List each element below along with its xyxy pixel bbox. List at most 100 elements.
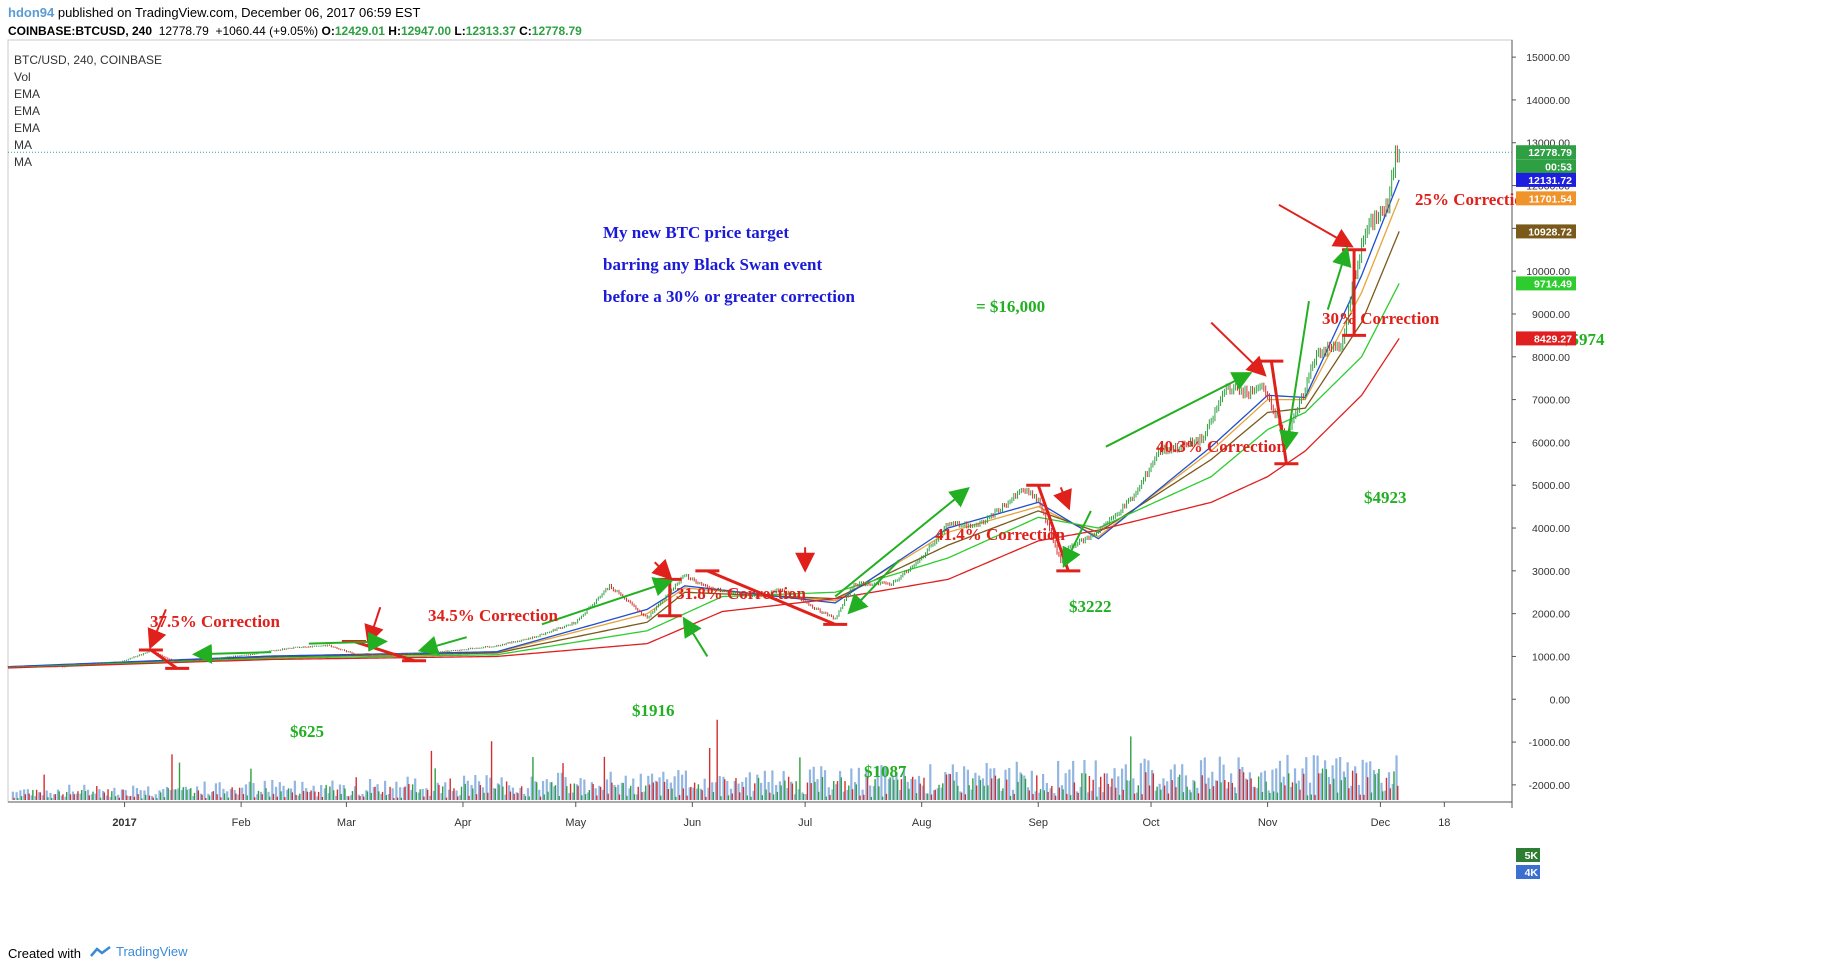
volume-spike [1231, 782, 1233, 800]
volume-spike [923, 777, 925, 800]
author-name[interactable]: hdon94 [8, 5, 55, 20]
volume-spike [321, 796, 324, 800]
volume-spike [746, 795, 748, 800]
volume-bar [478, 781, 481, 800]
volume-bar [135, 787, 139, 800]
high-label: H: [388, 24, 401, 38]
volume-spike [678, 795, 681, 800]
volume-bar [1207, 777, 1210, 800]
volume-spike [656, 781, 658, 800]
volume-spike [69, 794, 72, 800]
legend-entry: EMA [14, 87, 40, 101]
volume-bar [534, 781, 537, 800]
volume-spike [667, 789, 669, 800]
volume-bar [876, 765, 879, 800]
volume-bar [538, 789, 541, 800]
volume-bar [590, 782, 593, 800]
volume-bar [214, 783, 217, 800]
volume-spike [1171, 780, 1173, 800]
volume-bar [932, 790, 936, 800]
volume-spike [1028, 790, 1030, 800]
correction-label: 41.4% Correction [935, 525, 1066, 544]
volume-spike [453, 788, 455, 800]
volume-spike [641, 792, 643, 800]
price-tag-label: 11701.54 [1529, 193, 1572, 205]
volume-spike [972, 778, 974, 800]
volume-bar [496, 783, 499, 800]
volume-bar [117, 794, 120, 800]
correction-label: 31.8% Correction [676, 584, 807, 603]
volume-bar [504, 794, 507, 800]
volume-spike [543, 794, 545, 800]
volume-bar [880, 765, 883, 800]
volume-bar [568, 793, 571, 800]
volume-spike [1336, 792, 1339, 800]
price-tag [1516, 172, 1576, 187]
price-chart[interactable]: -2000.00 -1000.00 0.00 1000.00 2000.00 3000.0… [0, 0, 1824, 936]
volume-bar [613, 785, 616, 800]
volume-spike [47, 797, 49, 800]
volume-bar [662, 771, 665, 800]
volume-spike [1103, 773, 1106, 800]
volume-spike [156, 798, 158, 800]
volume-tag [1516, 865, 1540, 879]
volume-bar [966, 769, 969, 800]
volume-bar [391, 788, 394, 800]
gain-arrow [1105, 372, 1253, 448]
volume-bar [989, 768, 992, 800]
volume-spike [457, 796, 459, 800]
volume-bar [1245, 778, 1248, 800]
volume-bar [831, 789, 834, 800]
volume-bar [105, 795, 108, 800]
volume-spike [299, 793, 301, 800]
volume-bar [399, 787, 402, 800]
footer: Created with TradingView [0, 936, 1824, 969]
volume-bar [1079, 786, 1082, 800]
volume-spike [682, 788, 685, 800]
volume-bar [1380, 782, 1383, 800]
volume-bar [196, 786, 199, 800]
gain-arrow [847, 559, 900, 615]
volume-spike [1182, 792, 1185, 800]
volume-bar [60, 795, 63, 800]
volume-spike [197, 790, 199, 800]
volume-spike [475, 794, 478, 800]
volume-bar [778, 781, 781, 800]
target-note-line: My new BTC price target [603, 223, 789, 242]
volume-spike [242, 794, 245, 800]
volume-spike [336, 789, 339, 800]
volume-spike [1227, 782, 1230, 800]
volume-spike [1355, 773, 1358, 800]
volume-spike [287, 788, 290, 800]
tradingview-link[interactable]: TradingView [90, 944, 188, 959]
volume-bar [729, 788, 733, 800]
volume-bar [1102, 792, 1105, 800]
price-tag [1516, 276, 1576, 291]
volume-bar [432, 790, 436, 800]
volume-spike [893, 779, 895, 800]
correction-arrow [1278, 203, 1354, 248]
volume-spike [366, 791, 369, 800]
volume-spike [1340, 780, 1343, 800]
volume-bar [899, 789, 902, 800]
volume-spike [396, 797, 399, 800]
volume-spike [141, 798, 143, 800]
volume-tag-label: 4K [1525, 867, 1539, 879]
volume-bar [748, 772, 751, 800]
volume-spike [1265, 781, 1267, 800]
volume-bar [323, 788, 327, 800]
volume-bar [673, 776, 676, 800]
volume-bar [113, 787, 116, 800]
volume-bar [1214, 780, 1218, 800]
volume-spike [596, 795, 598, 800]
volume-spike [814, 781, 816, 800]
volume-bar [1308, 782, 1312, 800]
volume-bar [331, 780, 334, 800]
volume-bar [1154, 790, 1157, 800]
volume-spike [569, 783, 572, 800]
volume-spike [24, 794, 27, 800]
price-tag [1516, 159, 1576, 174]
volume-bar [763, 770, 766, 800]
volume-bar [1192, 780, 1195, 800]
volume-spike [844, 781, 846, 800]
